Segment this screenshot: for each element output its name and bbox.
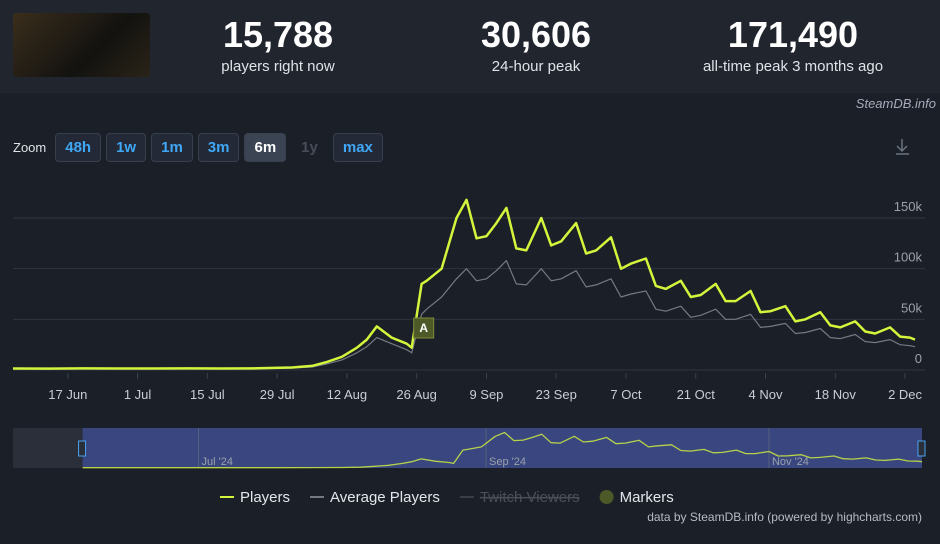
x-tick-label: 15 Jul xyxy=(190,387,225,402)
zoom-button: 1y xyxy=(301,139,318,156)
download-icon[interactable] xyxy=(896,139,909,155)
stat: 15,788 players right now xyxy=(158,14,398,75)
x-tick-label: 21 Oct xyxy=(677,387,716,402)
x-tick-label: 7 Oct xyxy=(610,387,641,402)
zoom-label: Zoom xyxy=(13,140,47,155)
stat-label: players right now xyxy=(221,58,335,75)
x-tick-label: 29 Jul xyxy=(260,387,295,402)
brand: SteamDB.info xyxy=(855,96,936,111)
players-line xyxy=(12,198,916,370)
x-tick-label: 26 Aug xyxy=(396,387,437,402)
stat: 30,606 24-hour peak xyxy=(416,14,656,75)
legend-swatch xyxy=(599,490,614,504)
navigator-label: Sep '24 xyxy=(489,456,526,468)
navigator-selection xyxy=(82,428,922,468)
stat-value: 15,788 xyxy=(222,14,334,55)
y-tick-label: 100k xyxy=(894,250,923,265)
navigator-line xyxy=(82,431,923,469)
stat: 171,490 all-time peak 3 months ago xyxy=(673,14,913,75)
stat-label: 24-hour peak xyxy=(491,58,581,75)
credits: data by SteamDB.info (powered by highcha… xyxy=(647,510,922,524)
navigator-handle[interactable] xyxy=(917,440,926,457)
header: 15,788 players right now 30,606 24-hour pe… xyxy=(0,0,940,93)
stat-label: all-time peak 3 months ago xyxy=(702,58,884,75)
navigator-label: Nov '24 xyxy=(772,456,809,468)
y-tick-label: 50k xyxy=(901,300,922,315)
game-thumbnail[interactable] xyxy=(13,13,150,77)
x-tick-label: 1 Jul xyxy=(124,387,152,402)
navigator-handle[interactable] xyxy=(78,440,87,457)
x-tick-label: 17 Jun xyxy=(48,387,87,402)
x-tick-label: 18 Nov xyxy=(815,387,857,402)
x-tick-label: 9 Sep xyxy=(469,387,503,402)
stat-value: 30,606 xyxy=(480,14,592,55)
y-tick-label: 150k xyxy=(894,199,923,214)
x-tick-label: 2 Dec xyxy=(888,387,922,402)
x-tick-label: 4 Nov xyxy=(749,387,783,402)
zoom-bar: Zoom 48h 1w 1m 3m 6m 1y max xyxy=(13,133,383,162)
legend-label[interactable]: Markers xyxy=(620,489,674,506)
marker-label: A xyxy=(419,321,428,335)
stat-value: 171,490 xyxy=(727,14,859,55)
zoom-button[interactable]: 3m xyxy=(197,133,240,162)
zoom-button[interactable]: 1w xyxy=(106,133,147,162)
navigator-label: Jul '24 xyxy=(202,456,233,468)
x-tick-label: 12 Aug xyxy=(327,387,368,402)
zoom-button[interactable]: 1m xyxy=(151,133,193,162)
marker-flag xyxy=(413,317,435,339)
legend-label[interactable]: Average Players xyxy=(330,489,440,506)
zoom-button[interactable]: 48h xyxy=(55,133,102,162)
legend-label[interactable]: Twitch Viewers xyxy=(480,489,580,506)
x-tick-label: 23 Sep xyxy=(536,387,577,402)
y-tick-label: 0 xyxy=(915,351,922,366)
average-line xyxy=(12,260,916,370)
legend-label[interactable]: Players xyxy=(240,489,290,506)
zoom-button[interactable]: max xyxy=(332,133,383,162)
zoom-button[interactable]: 6m xyxy=(244,133,287,162)
